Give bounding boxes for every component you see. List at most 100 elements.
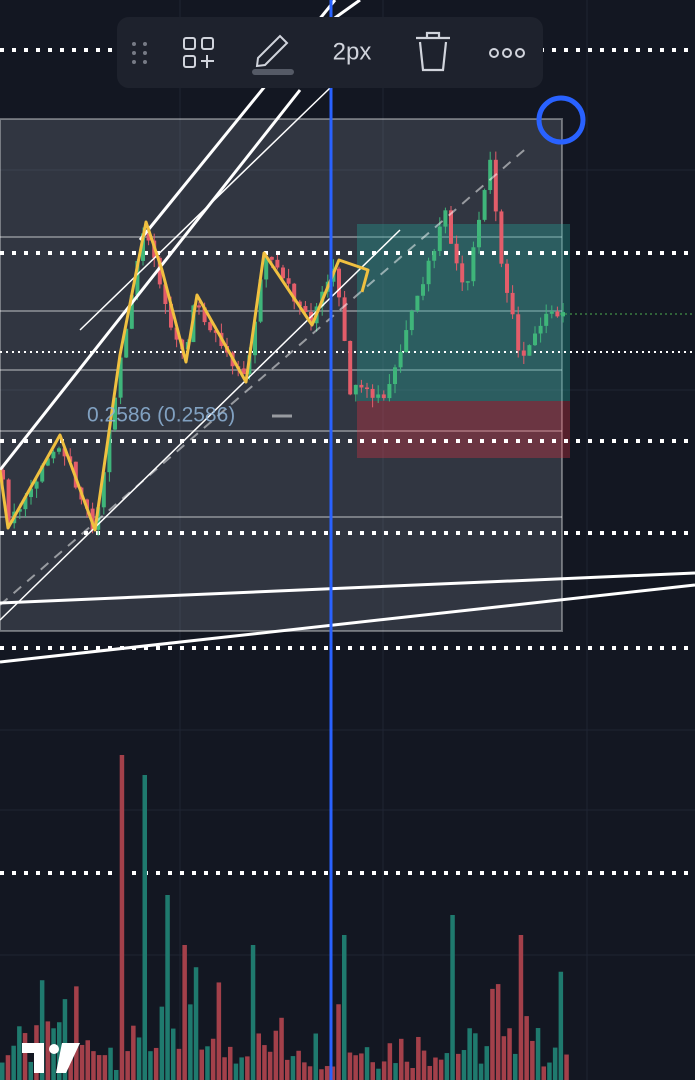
volume-bar	[17, 1026, 22, 1080]
candle-body	[376, 394, 381, 398]
volume-bar	[461, 1050, 467, 1080]
candle-body	[197, 305, 201, 308]
candle-body	[365, 387, 369, 389]
candle-body	[381, 394, 386, 399]
candle-body	[398, 352, 403, 368]
volume-bar	[74, 986, 79, 1080]
candle-body	[370, 388, 375, 398]
volume-bar	[136, 1037, 142, 1080]
drawing-toolbar: 2px	[117, 17, 543, 88]
template-button[interactable]	[183, 37, 214, 68]
volume-bar	[85, 1040, 90, 1080]
drag-handle[interactable]	[536, 95, 586, 145]
volume-bar	[222, 1057, 227, 1080]
candle-body	[51, 451, 56, 459]
volume-bar	[330, 1066, 336, 1080]
volume-bar	[410, 1068, 415, 1080]
volume-bar	[393, 1063, 398, 1080]
candle-body	[29, 488, 33, 498]
candle-body	[505, 263, 509, 293]
volume-bar	[279, 1017, 284, 1080]
volume-bar	[250, 945, 256, 1080]
candle-body	[6, 479, 11, 524]
candle-body	[113, 397, 117, 430]
volume-bar	[501, 1036, 507, 1080]
volume-bar	[484, 1046, 489, 1080]
candle-body	[493, 159, 498, 212]
volume-bar	[353, 1055, 358, 1080]
candle-body	[465, 281, 470, 283]
volume-bar	[267, 1051, 273, 1080]
volume-bar	[228, 1046, 233, 1080]
range-box[interactable]	[0, 118, 563, 632]
volume-bar	[256, 1033, 261, 1080]
volume-bar	[541, 1066, 546, 1080]
candle-body	[62, 448, 67, 457]
candle-body	[477, 219, 481, 248]
volume-bar	[193, 967, 199, 1080]
volume-bar	[245, 1056, 250, 1080]
volume-bar	[0, 1062, 5, 1080]
candle-body	[141, 233, 145, 261]
volume-bar	[262, 1045, 267, 1080]
dashed-projection[interactable]	[0, 144, 531, 606]
volume-bar	[478, 1063, 484, 1080]
volume-bar	[176, 1048, 182, 1080]
volume-bars	[0, 755, 569, 1080]
range-levels	[0, 236, 562, 518]
volume-bar	[416, 1036, 421, 1080]
candle-body	[544, 313, 549, 326]
volume-bar	[433, 1057, 438, 1080]
volume-bar	[79, 1044, 85, 1080]
volume-bar	[370, 1062, 375, 1080]
line-width-button[interactable]: 2px	[333, 38, 372, 65]
candle-body	[34, 481, 39, 489]
candle-body	[482, 190, 487, 220]
candle-body	[163, 284, 168, 305]
color-button[interactable]	[252, 34, 294, 75]
candle-body	[555, 311, 560, 317]
volume-bar	[102, 1055, 108, 1080]
candle-body	[146, 233, 151, 241]
volume-bar	[438, 1059, 444, 1080]
volume-bar	[381, 1061, 387, 1080]
more-button[interactable]	[489, 48, 525, 58]
candle-body	[510, 292, 515, 315]
volume-bar	[210, 1038, 216, 1080]
tradingview-logo	[22, 1043, 80, 1073]
candle-body	[17, 509, 22, 512]
volume-bar	[387, 1043, 393, 1080]
volume-bar	[51, 1028, 56, 1080]
volume-bar	[313, 1033, 318, 1080]
volume-bar	[62, 999, 68, 1080]
candle-body	[253, 321, 257, 356]
horizontal-dotted-lines[interactable]	[0, 48, 695, 875]
volume-bar	[142, 775, 147, 1080]
long-position-loss[interactable]	[357, 401, 570, 458]
volume-bar	[535, 1028, 541, 1080]
candles	[1, 151, 565, 536]
candle-body	[124, 328, 129, 358]
volume-bar	[22, 1033, 28, 1080]
volume-bar	[524, 1016, 529, 1080]
volume-bar	[404, 1061, 410, 1080]
candle-body	[337, 268, 341, 298]
candle-body	[101, 472, 106, 508]
volume-bar	[285, 1059, 290, 1080]
volume-bar	[165, 895, 170, 1080]
candle-body	[561, 312, 565, 317]
volume-bar	[444, 1053, 450, 1080]
candle-body	[533, 333, 537, 346]
volume-bar	[513, 1053, 518, 1080]
candle-body	[393, 367, 397, 385]
volume-bar	[324, 1066, 330, 1080]
volume-bar	[399, 1038, 404, 1080]
volume-bar	[57, 1022, 62, 1080]
candle-body	[264, 256, 269, 280]
candle-body	[437, 226, 442, 251]
delete-button[interactable]	[416, 31, 450, 72]
drag-grip[interactable]	[132, 42, 147, 64]
candle-body	[421, 284, 425, 296]
long-position-profit[interactable]	[357, 224, 570, 401]
